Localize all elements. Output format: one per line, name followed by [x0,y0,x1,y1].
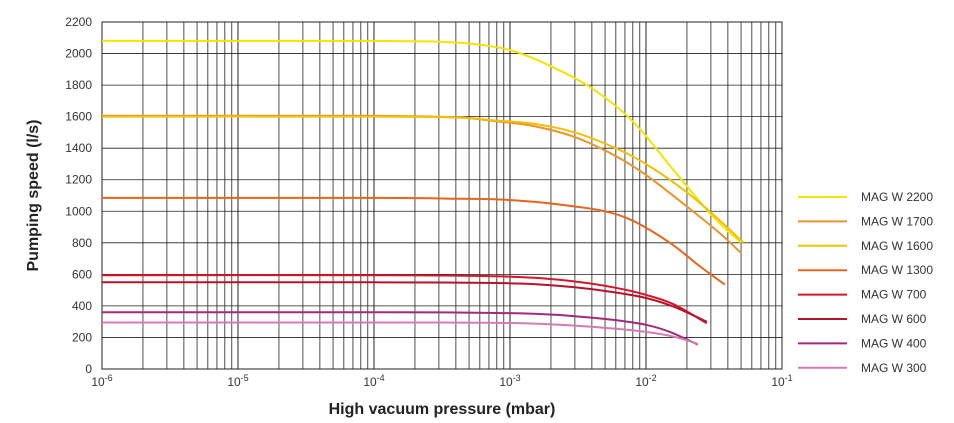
x-tick-label: 10-2 [635,373,656,389]
x-tick-label: 10-4 [363,373,384,389]
y-tick-label: 1200 [65,173,92,187]
y-axis-label: Pumping speed (l/s) [25,119,42,271]
y-tick-label: 2200 [65,15,92,29]
legend-entry-label: MAG W 600 [861,312,927,326]
y-tick-label: 200 [72,330,92,344]
x-tick-label: 10-6 [91,373,112,389]
y-tick-labels: 0 200 400 600 800 1000 1200 1400 1600 1800 2000 220… [65,15,92,376]
legend-entry-label: MAG W 1300 [861,263,933,277]
series-line-mag-w-600 [101,281,708,323]
y-tick-label: 1600 [65,110,92,124]
x-tick-label: 10-5 [227,373,248,389]
y-tick-label: 2000 [65,47,92,61]
series-line-mag-w-700 [101,274,708,325]
series-line-mag-w-1300 [101,196,726,286]
legend-entry-label: MAG W 300 [861,361,927,375]
series-line-mag-w-2200 [101,39,742,244]
y-tick-label: 600 [72,267,92,281]
series-lines [101,39,745,346]
x-tick-label: 10-3 [499,373,520,389]
y-tick-label: 1400 [65,141,92,155]
legend-entry-label: MAG W 400 [861,336,927,350]
x-tick-labels: 10-6 10-5 10-4 10-3 10-2 10-1 [91,373,792,389]
legend-entry-label: MAG W 1700 [861,214,933,228]
y-tick-label: 1000 [65,204,92,218]
y-tick-label: 1800 [65,78,92,92]
y-tick-label: 0 [85,362,92,376]
legend-entry-label: MAG W 2200 [861,190,933,204]
y-tick-label: 400 [72,299,92,313]
legend-entry-label: MAG W 700 [861,288,927,302]
series-line-mag-w-300 [101,321,698,345]
x-axis-label: High vacuum pressure (mbar) [329,401,556,418]
x-tick-label: 10-1 [771,373,792,389]
legend-entry-label: MAG W 1600 [861,239,933,253]
legend: MAG W 2200 MAG W 1700 MAG W 1600 MAG W 1300… [798,190,933,375]
series-line-mag-w-400 [102,311,699,346]
grid [101,21,783,370]
y-tick-label: 800 [72,236,92,250]
plot-frame [101,21,783,370]
series-line-mag-w-1600 [101,115,745,244]
